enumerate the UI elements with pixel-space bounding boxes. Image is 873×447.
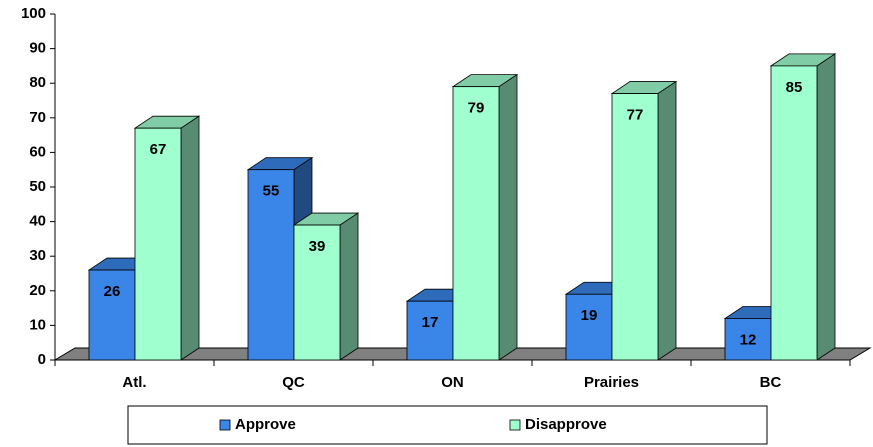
y-tick-label: 40 (29, 213, 46, 230)
bar (88, 269, 136, 361)
bar (611, 93, 659, 361)
y-tick-label: 90 (29, 40, 46, 57)
value-label: 67 (150, 141, 167, 158)
value-label: 77 (627, 107, 644, 124)
bar (565, 293, 613, 361)
y-tick-label: 50 (29, 178, 46, 195)
y-tick-label: 80 (29, 74, 46, 91)
bar (406, 300, 454, 361)
x-tick-label: Atl. (122, 374, 146, 391)
y-tick-label: 0 (38, 351, 46, 368)
bar-side (339, 212, 359, 361)
bar (770, 65, 818, 361)
legend-swatch (509, 419, 521, 431)
y-tick-label: 30 (29, 247, 46, 264)
value-label: 55 (263, 183, 280, 200)
value-label: 79 (468, 100, 485, 117)
bar (293, 224, 341, 361)
y-tick-label: 60 (29, 143, 46, 160)
x-tick-label: BC (760, 374, 782, 391)
bar-side (657, 80, 677, 361)
value-label: 19 (581, 307, 598, 324)
legend-box (127, 405, 768, 445)
bar (452, 86, 500, 361)
y-tick-label: 10 (29, 316, 46, 333)
value-label: 26 (104, 283, 121, 300)
bar-side (816, 53, 836, 361)
x-tick-label: ON (441, 374, 464, 391)
bar-side (180, 115, 200, 361)
bar (134, 127, 182, 361)
legend-label: Approve (235, 416, 296, 433)
bar-side (498, 73, 518, 361)
y-tick-label: 100 (21, 5, 46, 22)
value-label: 17 (422, 314, 439, 331)
y-tick-label: 70 (29, 109, 46, 126)
legend-swatch (219, 419, 231, 431)
bar (247, 169, 295, 361)
value-label: 85 (786, 79, 803, 96)
x-tick-label: QC (282, 374, 305, 391)
value-label: 39 (309, 238, 326, 255)
y-tick-label: 20 (29, 282, 46, 299)
legend-label: Disapprove (525, 416, 607, 433)
value-label: 12 (740, 331, 757, 348)
x-tick-label: Prairies (584, 374, 639, 391)
